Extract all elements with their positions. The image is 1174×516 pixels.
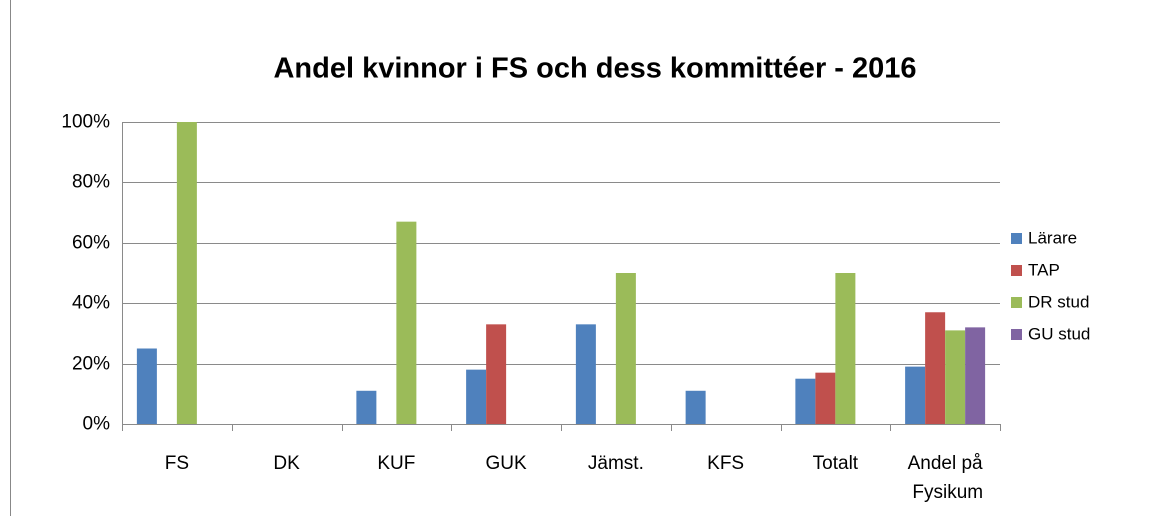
x-tick-label: DK [273,453,300,474]
y-tick-label: 60% [72,233,110,254]
bar [835,273,856,424]
bar [925,312,946,424]
bar [575,324,596,424]
legend-label: DR stud [1028,292,1089,311]
bar [685,390,706,424]
x-tick-label: KFS [707,453,744,474]
x-tick-label: Jämst. [588,453,644,474]
bar [965,327,986,424]
bar [356,390,377,424]
y-tick-label: 80% [72,172,110,193]
x-tick-label: GUK [486,453,528,474]
x-tick-label: Andel på Fysikum [907,453,983,503]
bar [615,273,636,424]
x-tick-label: KUF [377,453,415,474]
bar [396,221,417,424]
y-tick-label: 100% [61,112,110,133]
legend-label: Lärare [1028,228,1077,247]
y-tick-label: 0% [83,414,111,435]
legend-swatch [1011,265,1022,276]
bar [486,324,507,424]
bar [795,378,816,424]
bar [905,366,926,424]
legend-label: TAP [1028,260,1060,279]
bar [815,372,836,424]
legend-label: GU stud [1028,324,1090,343]
legend-swatch [1011,233,1022,244]
x-tick-label: Totalt [813,453,859,474]
bar [176,122,197,424]
chart-title: Andel kvinnor i FS och dess kommittéer -… [273,53,916,85]
bar [136,348,157,424]
bar [466,369,487,424]
x-tick-label: FS [165,453,189,474]
bar [945,330,966,424]
y-tick-label: 40% [72,293,110,314]
legend-swatch [1011,297,1022,308]
y-tick-label: 20% [72,354,110,375]
legend-swatch [1011,329,1022,340]
